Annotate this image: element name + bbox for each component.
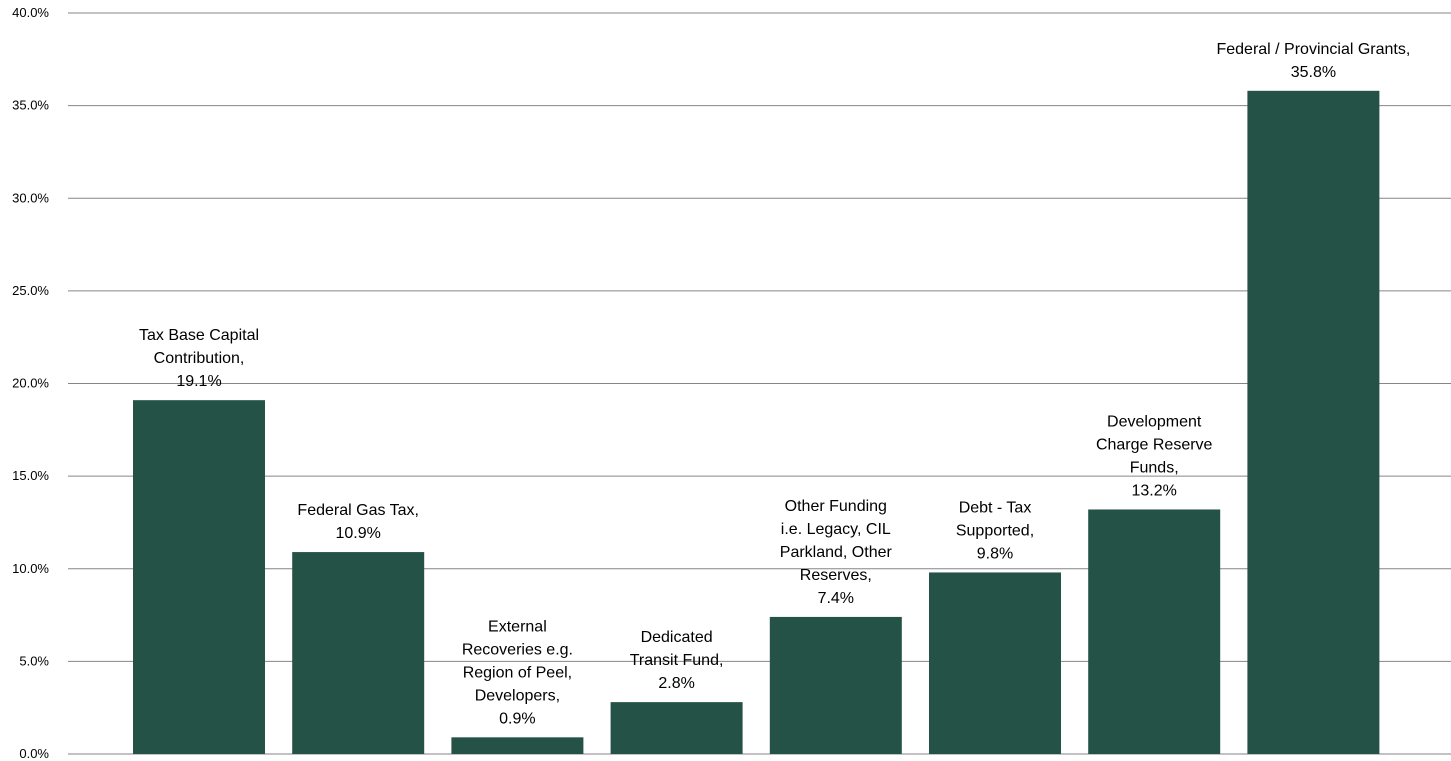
bar <box>929 572 1061 754</box>
data-label: Supported, <box>956 522 1034 539</box>
bars <box>133 90 1380 755</box>
gridlines <box>68 12 1451 755</box>
bar <box>451 737 584 754</box>
data-label: Recoveries e.g. <box>462 641 573 658</box>
data-label: Development <box>1107 413 1202 430</box>
y-tick-label: 30.0% <box>12 190 49 205</box>
data-label: 7.4% <box>818 590 854 607</box>
data-label: External <box>488 618 547 635</box>
bar <box>1088 509 1221 754</box>
data-label: Federal Gas Tax, <box>297 502 419 519</box>
y-tick-label: 40.0% <box>12 5 49 20</box>
data-label: Developers, <box>475 687 560 704</box>
y-tick-label: 15.0% <box>12 468 49 483</box>
data-label: 35.8% <box>1291 64 1336 81</box>
y-tick-label: 35.0% <box>12 98 49 113</box>
data-label: Debt - Tax <box>959 499 1032 516</box>
data-label: Reserves, <box>800 567 872 584</box>
y-tick-label: 5.0% <box>19 653 49 668</box>
data-label: Parkland, Other <box>780 544 893 561</box>
data-label: Region of Peel, <box>463 664 572 681</box>
bar <box>133 400 265 754</box>
y-tick-label: 20.0% <box>12 376 49 391</box>
data-label: Funds, <box>1130 459 1179 476</box>
y-axis-ticks: 0.0% 5.0% 10.0% 15.0% 20.0% 25.0% 30.0% 35.0% 40… <box>12 5 49 761</box>
bar <box>1247 90 1380 755</box>
data-label: 2.8% <box>658 675 694 692</box>
data-label: 0.9% <box>499 710 535 727</box>
y-tick-label: 10.0% <box>12 561 49 576</box>
data-label: 9.8% <box>977 545 1013 562</box>
bar <box>292 552 425 754</box>
y-tick-label: 25.0% <box>12 283 49 298</box>
y-tick-label: 0.0% <box>19 746 49 761</box>
bar <box>610 702 743 754</box>
data-label: i.e. Legacy, CIL <box>781 521 891 538</box>
bar <box>769 616 902 754</box>
data-labels: Tax Base Capital Contribution, 19.1% Federa… <box>139 41 1410 728</box>
data-label: Dedicated <box>641 629 713 646</box>
data-label: Tax Base Capital <box>139 327 259 344</box>
data-label: 13.2% <box>1132 482 1177 499</box>
data-label: Transit Fund, <box>630 652 724 669</box>
data-label: Contribution, <box>154 350 245 367</box>
data-label: Federal / Provincial Grants, <box>1216 41 1410 58</box>
data-label: 19.1% <box>176 373 221 390</box>
data-label: Other Funding <box>785 498 887 515</box>
data-label: Charge Reserve <box>1096 436 1213 453</box>
data-label: 10.9% <box>336 525 381 542</box>
